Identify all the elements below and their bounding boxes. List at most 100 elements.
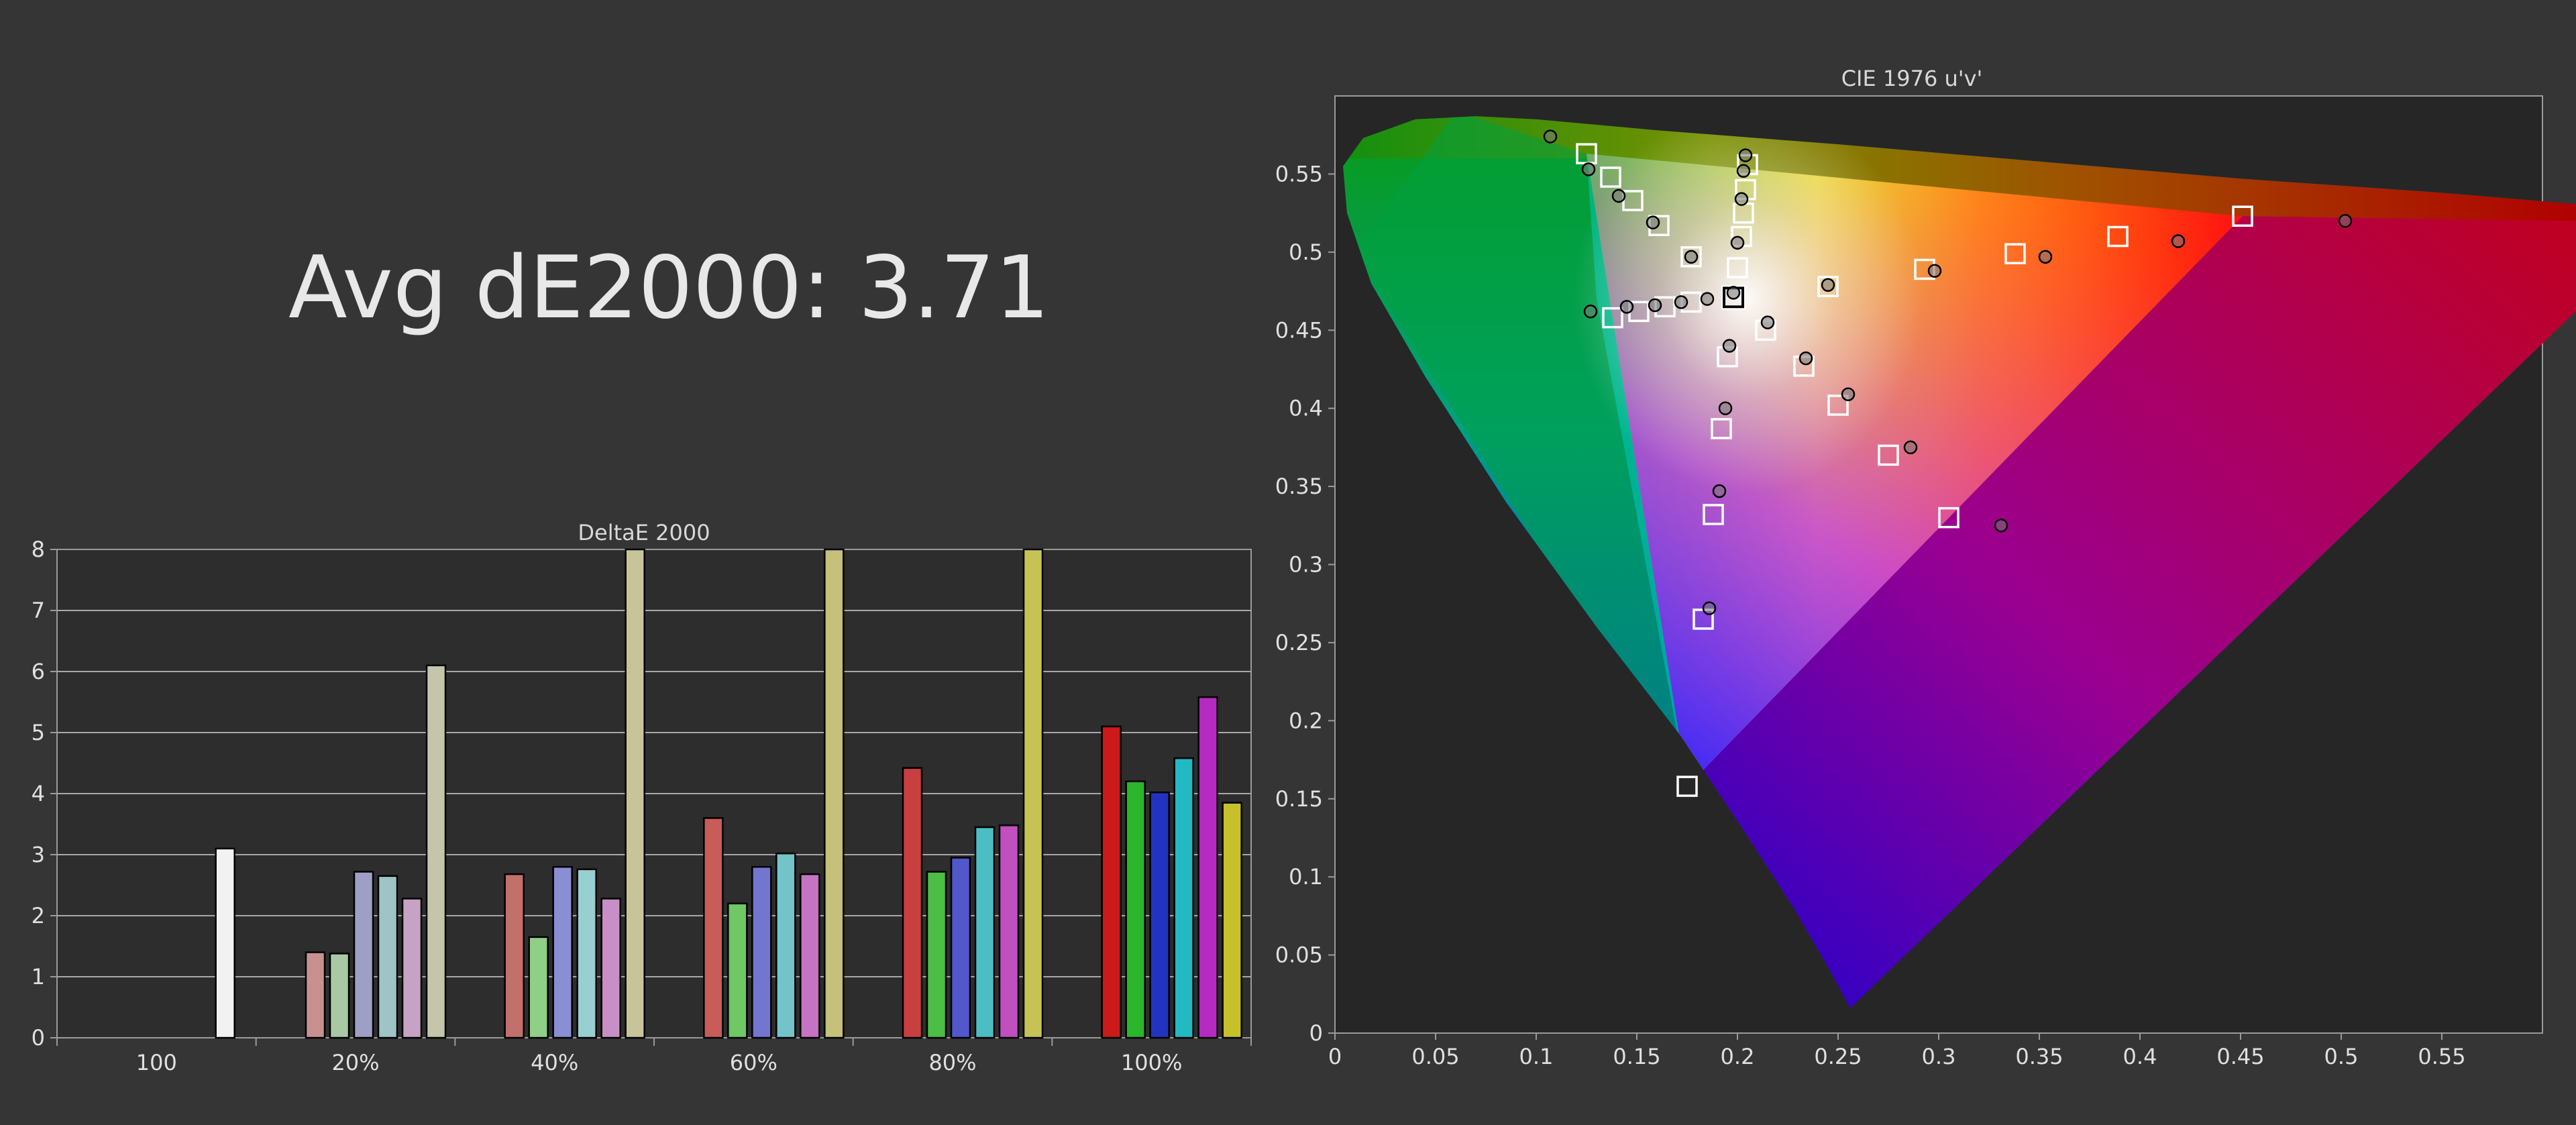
bar [902,767,923,1039]
measured-point [1903,440,1918,455]
measured-point [1543,129,1558,144]
cie-x-tick-label: 0.55 [2418,1044,2465,1069]
target-square [1938,506,1960,529]
bar-series [215,548,1242,1039]
bar [1125,780,1146,1039]
bar-x-tick-label: 80% [928,1050,976,1075]
bar-x-tick-label: 40% [531,1050,578,1075]
bar [425,664,447,1039]
cie-x-tick-label: 0.4 [2123,1044,2157,1069]
bar-y-tick-label: 4 [32,781,45,806]
bar [1222,802,1242,1039]
bar [353,871,374,1039]
cie-x-tick-label: 0.3 [1922,1044,1956,1069]
bar-y-tick-label: 6 [32,659,45,684]
bar [1173,757,1194,1039]
measured-point [1581,162,1596,176]
measured-point [1674,295,1688,309]
measured-point [1619,300,1634,314]
cie-y-tick-label: 0.45 [1275,317,1323,343]
bar-x-tick-label: 100% [1121,1050,1182,1075]
bar [552,865,573,1039]
target-square [1600,166,1621,188]
target-square [1727,257,1748,278]
cie-x-tick-label: 0.35 [2015,1044,2063,1069]
measured-point [1726,286,1741,300]
bar-x-tick-label: 100 [136,1050,177,1075]
bar [1022,548,1044,1039]
bar-y-tick-label: 0 [32,1025,45,1051]
target-square [2004,243,2026,264]
bar [974,826,996,1039]
cie-y-tick-label: 0.5 [1289,239,1323,265]
bar [401,898,423,1039]
bar [703,817,724,1039]
measured-point [1841,387,1856,401]
bar [926,871,947,1039]
bar-y-tick-label: 1 [32,964,45,989]
cie-x-tick-label: 0 [1328,1044,1342,1069]
bar [528,936,549,1039]
target-square [1827,394,1849,416]
measured-point [1738,148,1753,162]
cie-x-tick-label: 0.45 [2216,1044,2264,1069]
measured-point [1994,519,2008,533]
bar [625,548,645,1039]
measured-point [1718,401,1733,415]
cie-x-tick-label: 0.15 [1613,1044,1660,1069]
bar-y-tick-label: 3 [32,842,45,867]
cie-x-tick-label: 0.25 [1814,1044,1862,1069]
measured-markers [1543,129,2353,615]
bar-y-tick-label: 5 [32,720,45,745]
bar [377,875,398,1039]
bar [215,847,235,1039]
measured-point [1712,484,1727,498]
measured-point [1700,292,1715,306]
cie-y-tick-label: 0.1 [1289,864,1323,890]
bar [305,951,326,1039]
target-square [2232,205,2253,227]
target-square [1676,775,1698,797]
cie-y-tick-label: 0.55 [1275,161,1323,186]
measured-point [1821,278,1835,292]
cie-y-tick-label: 0.3 [1289,552,1323,578]
measured-point [1722,339,1737,353]
bar-x-tick-label: 20% [331,1050,379,1075]
bar-chart-title: DeltaE 2000 [578,520,710,545]
cie-x-tick-label: 0.05 [1411,1044,1459,1069]
measured-point [2171,234,2186,248]
target-square [1703,504,1724,525]
measured-point [1799,351,1813,366]
measured-point [1648,298,1662,313]
measured-point [1611,189,1626,203]
bar-grid [57,610,1251,977]
bar [1197,696,1218,1039]
cie-y-tick-label: 0.25 [1275,630,1323,655]
bar-x-tick-label: 60% [730,1050,777,1075]
target-square [2107,225,2129,248]
measured-point [1702,601,1717,615]
bar [998,824,1020,1039]
measured-point [1736,164,1751,178]
target-square [1680,246,1702,268]
cie-1976-chart: CIE 1976 u'v' 0 0.05 0.1 0.15 0.2 0.25 0.3 0.35… [1275,66,2576,1069]
measured-point [1583,305,1598,319]
bar [329,953,350,1039]
bar-y-tick-label: 2 [32,903,45,928]
bar [775,852,796,1039]
measured-point [1734,192,1749,206]
target-square [1878,444,1899,466]
cie-y-tick-label: 0.05 [1275,943,1323,968]
cie-y-tick-label: 0.2 [1289,708,1323,733]
bar [800,873,820,1039]
measured-point [2038,250,2053,264]
bar [1101,725,1122,1039]
bar [1149,791,1170,1039]
measured-point [1730,235,1745,250]
bar [950,857,971,1039]
measured-point [2338,214,2353,228]
measured-point [1760,315,1775,329]
target-square [1817,276,1839,297]
bar-y-tick-label: 7 [32,598,45,623]
target-square [1602,307,1623,329]
